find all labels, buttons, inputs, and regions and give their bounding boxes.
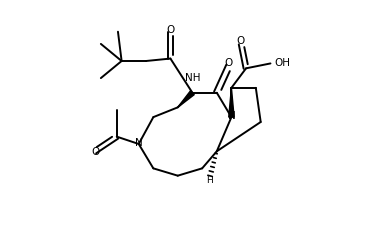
Text: OH: OH (274, 59, 290, 68)
Polygon shape (229, 88, 234, 117)
Text: O: O (166, 25, 174, 35)
Polygon shape (178, 91, 194, 107)
Text: O: O (91, 147, 99, 157)
Text: O: O (224, 59, 232, 68)
Text: O: O (237, 37, 245, 46)
Text: NH: NH (184, 73, 200, 83)
Text: H: H (206, 176, 213, 184)
Text: N: N (135, 138, 142, 148)
Text: N: N (228, 111, 235, 121)
